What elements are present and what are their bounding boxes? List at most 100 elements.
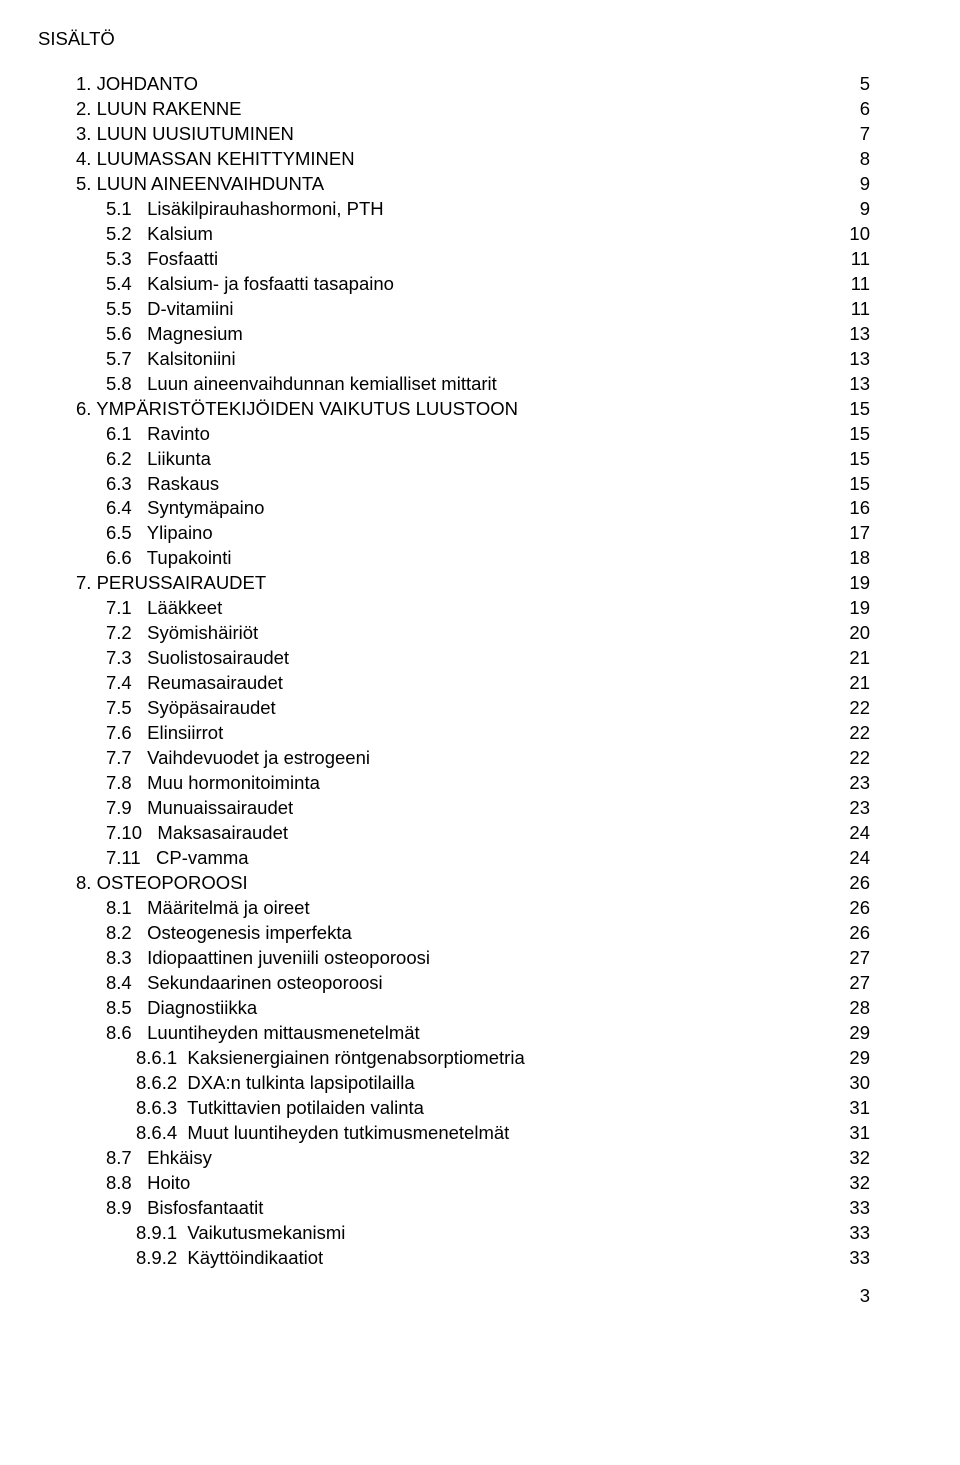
- toc-row: 8.2 Osteogenesis imperfekta 26: [48, 921, 870, 946]
- toc-entry-label: 8.6.1 Kaksienergiainen röntgenabsorptiom…: [136, 1046, 525, 1071]
- toc-entry-label: 8.9.1 Vaikutusmekanismi: [136, 1221, 345, 1246]
- toc-row: 7.9 Munuaissairaudet 23: [48, 796, 870, 821]
- toc-row: 7.10 Maksasairaudet 24: [48, 821, 870, 846]
- toc-row: 7.8 Muu hormonitoiminta 23: [48, 771, 870, 796]
- toc-entry-page: 10: [837, 222, 870, 247]
- toc-entry-label: 8.2 Osteogenesis imperfekta: [106, 921, 352, 946]
- toc-entry-page: 23: [837, 771, 870, 796]
- toc-entry-label: 1. JOHDANTO: [76, 72, 198, 97]
- toc-entry-label: 8.6 Luuntiheyden mittausmenetelmät: [106, 1021, 420, 1046]
- toc-row: 6.4 Syntymäpaino16: [48, 496, 870, 521]
- toc-row: 5.2 Kalsium10: [48, 222, 870, 247]
- toc-entry-page: 33: [837, 1246, 870, 1271]
- toc-row: 6.1 Ravinto 15: [48, 422, 870, 447]
- toc-entry-label: 5.4 Kalsium- ja fosfaatti tasapaino: [106, 272, 394, 297]
- toc-entry-label: 7.11 CP-vamma: [106, 846, 249, 871]
- toc-entry-label: 4. LUUMASSAN KEHITTYMINEN: [76, 147, 355, 172]
- toc-entry-page: 29: [837, 1021, 870, 1046]
- toc-entry-label: 5. LUUN AINEENVAIHDUNTA: [76, 172, 324, 197]
- document-page: SISÄLTÖ 1. JOHDANTO52. LUUN RAKENNE63. L…: [0, 0, 960, 1337]
- toc-entry-label: 7.9 Munuaissairaudet: [106, 796, 293, 821]
- toc-row: 8.6.1 Kaksienergiainen röntgenabsorptiom…: [48, 1046, 870, 1071]
- toc-entry-page: 26: [837, 921, 870, 946]
- toc-entry-page: 26: [837, 871, 870, 896]
- toc-row: 5.1 Lisäkilpirauhashormoni, PTH 9: [48, 197, 870, 222]
- toc-row: 6.2 Liikunta 15: [48, 447, 870, 472]
- toc-row: 8. OSTEOPOROOSI 26: [48, 871, 870, 896]
- toc-entry-label: 6.2 Liikunta: [106, 447, 211, 472]
- toc-row: 5.6 Magnesium 13: [48, 322, 870, 347]
- toc-entry-label: 7.10 Maksasairaudet: [106, 821, 288, 846]
- toc-entry-page: 18: [837, 546, 870, 571]
- toc-row: 5.7 Kalsitoniini 13: [48, 347, 870, 372]
- toc-row: 7.5 Syöpäsairaudet22: [48, 696, 870, 721]
- toc-entry-label: 5.7 Kalsitoniini: [106, 347, 236, 372]
- toc-row: 7.11 CP-vamma 24: [48, 846, 870, 871]
- toc-entry-label: 8.6.2 DXA:n tulkinta lapsipotilailla: [136, 1071, 415, 1096]
- toc-entry-page: 15: [837, 472, 870, 497]
- toc-row: 8.6.4 Muut luuntiheyden tutkimusmenetelm…: [48, 1121, 870, 1146]
- toc-entry-page: 32: [837, 1171, 870, 1196]
- toc-entry-page: 33: [837, 1221, 870, 1246]
- toc-row: 8.8 Hoito32: [48, 1171, 870, 1196]
- toc-row: 8.9 Bisfosfantaatit33: [48, 1196, 870, 1221]
- toc-entry-page: 5: [848, 72, 870, 97]
- toc-entry-label: 6.5 Ylipaino: [106, 521, 213, 546]
- toc-entry-label: 7. PERUSSAIRAUDET: [76, 571, 266, 596]
- toc-entry-label: 8.6.3 Tutkittavien potilaiden valinta: [136, 1096, 424, 1121]
- toc-entry-page: 9: [848, 197, 870, 222]
- toc-row: 5. LUUN AINEENVAIHDUNTA9: [48, 172, 870, 197]
- toc-row: 8.9.1 Vaikutusmekanismi 33: [48, 1221, 870, 1246]
- toc-entry-page: 21: [837, 671, 870, 696]
- toc-entry-label: 7.8 Muu hormonitoiminta: [106, 771, 320, 796]
- toc-entry-page: 15: [837, 447, 870, 472]
- toc-row: 3. LUUN UUSIUTUMINEN7: [48, 122, 870, 147]
- toc-entry-page: 22: [837, 746, 870, 771]
- toc-entry-label: 7.7 Vaihdevuodet ja estrogeeni: [106, 746, 370, 771]
- toc-row: 8.9.2 Käyttöindikaatiot 33: [48, 1246, 870, 1271]
- toc-entry-page: 15: [837, 422, 870, 447]
- toc-entry-label: 7.6 Elinsiirrot: [106, 721, 223, 746]
- toc-entry-label: 2. LUUN RAKENNE: [76, 97, 242, 122]
- toc-row: 8.5 Diagnostiikka28: [48, 996, 870, 1021]
- toc-entry-label: 8.9.2 Käyttöindikaatiot: [136, 1246, 323, 1271]
- toc-entry-page: 13: [837, 322, 870, 347]
- toc-entry-page: 24: [837, 821, 870, 846]
- toc-row: 6. YMPÄRISTÖTEKIJÖIDEN VAIKUTUS LUUSTOON…: [48, 397, 870, 422]
- toc-entry-label: 5.8 Luun aineenvaihdunnan kemialliset mi…: [106, 372, 497, 397]
- toc-entry-page: 20: [837, 621, 870, 646]
- toc-entry-page: 11: [839, 272, 870, 297]
- toc-entry-page: 11: [839, 247, 870, 272]
- toc-entry-page: 24: [837, 846, 870, 871]
- toc-entry-label: 8.4 Sekundaarinen osteoporoosi: [106, 971, 383, 996]
- toc-entry-label: 8.3 Idiopaattinen juveniili osteoporoosi: [106, 946, 430, 971]
- toc-entry-label: 6.3 Raskaus: [106, 472, 219, 497]
- toc-row: 8.1 Määritelmä ja oireet26: [48, 896, 870, 921]
- toc-entry-page: 22: [837, 721, 870, 746]
- toc-row: 6.5 Ylipaino17: [48, 521, 870, 546]
- toc-entry-label: 5.6 Magnesium: [106, 322, 243, 347]
- toc-row: 5.8 Luun aineenvaihdunnan kemialliset mi…: [48, 372, 870, 397]
- toc-entry-label: 6.1 Ravinto: [106, 422, 210, 447]
- toc-entry-label: 8.1 Määritelmä ja oireet: [106, 896, 310, 921]
- page-number: 3: [48, 1285, 870, 1307]
- toc-entry-label: 8. OSTEOPOROOSI: [76, 871, 248, 896]
- toc-entry-page: 8: [848, 147, 870, 172]
- toc-entry-page: 31: [837, 1121, 870, 1146]
- toc-entry-page: 23: [837, 796, 870, 821]
- toc-entry-page: 28: [837, 996, 870, 1021]
- toc-entry-page: 30: [837, 1071, 870, 1096]
- toc-row: 1. JOHDANTO 5: [48, 72, 870, 97]
- toc-row: 4. LUUMASSAN KEHITTYMINEN 8: [48, 147, 870, 172]
- toc-entry-label: 7.5 Syöpäsairaudet: [106, 696, 276, 721]
- toc-row: 5.4 Kalsium- ja fosfaatti tasapaino 11: [48, 272, 870, 297]
- toc-row: 8.6 Luuntiheyden mittausmenetelmät 29: [48, 1021, 870, 1046]
- toc-entry-page: 11: [839, 297, 870, 322]
- toc-row: 6.6 Tupakointi18: [48, 546, 870, 571]
- toc-heading: SISÄLTÖ: [38, 28, 870, 50]
- toc-entry-label: 5.1 Lisäkilpirauhashormoni, PTH: [106, 197, 384, 222]
- toc-entry-page: 13: [837, 347, 870, 372]
- toc-row: 7.3 Suolistosairaudet21: [48, 646, 870, 671]
- toc-entry-label: 5.5 D-vitamiini: [106, 297, 233, 322]
- toc-entry-page: 7: [848, 122, 870, 147]
